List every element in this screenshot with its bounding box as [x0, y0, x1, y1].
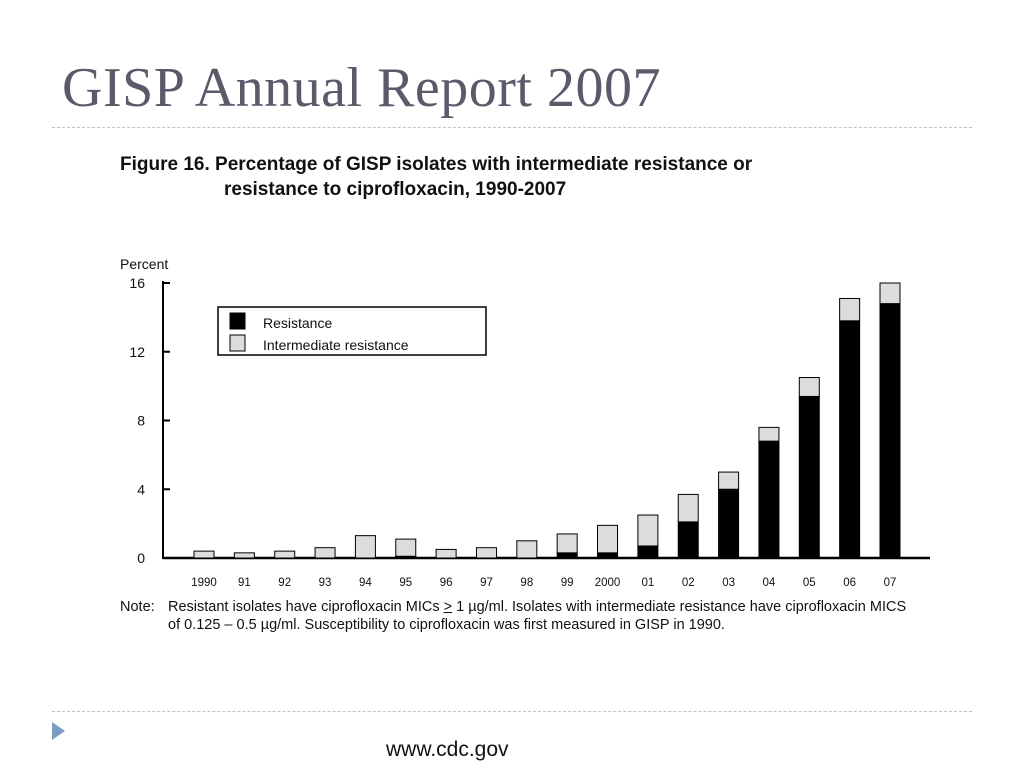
bar-intermediate	[597, 524, 619, 554]
bar-resistance	[798, 395, 820, 559]
legend-label-resistance: Resistance	[263, 315, 332, 331]
bar-intermediate	[879, 282, 901, 305]
x-tick-label: 03	[722, 577, 735, 589]
bar-intermediate	[556, 533, 578, 554]
bar-intermediate	[314, 547, 336, 559]
x-tick-label: 93	[319, 577, 332, 589]
x-tick-label: 99	[561, 577, 574, 589]
footer-divider	[52, 711, 972, 712]
legend-label-intermediate: Intermediate resistance	[263, 337, 409, 353]
bar-intermediate	[718, 471, 740, 490]
x-tick-label: 94	[359, 577, 372, 589]
bar-intermediate	[274, 550, 296, 559]
bar-resistance	[677, 521, 699, 559]
bar-intermediate	[475, 547, 497, 559]
x-tick-label: 97	[480, 577, 493, 589]
x-tick-label: 02	[682, 577, 695, 589]
note-text-part2: 1 µg/ml. Isolates with intermediate resi…	[168, 599, 907, 633]
title-divider	[52, 127, 972, 128]
y-tick-label: 8	[137, 413, 145, 429]
y-axis-label: Percent	[120, 256, 169, 272]
bar-intermediate	[395, 538, 417, 557]
triangle-bullet-icon	[52, 722, 65, 740]
bar-intermediate	[758, 426, 780, 442]
bar-intermediate	[516, 540, 538, 559]
x-tick-label: 07	[884, 577, 897, 589]
bar-intermediate	[193, 550, 215, 559]
figure-caption-line2: resistance to ciprofloxacin, 1990-2007	[224, 179, 567, 200]
x-tick-label: 95	[399, 577, 412, 589]
y-tick-label: 16	[129, 275, 145, 291]
bar-intermediate	[677, 493, 699, 523]
bar-resistance	[758, 440, 780, 559]
y-tick-label: 12	[129, 344, 145, 360]
note-body: Resistant isolates have ciprofloxacin MI…	[168, 598, 920, 634]
bar-resistance	[839, 320, 861, 559]
bar-resistance	[718, 488, 740, 559]
legend-swatch-resistance	[229, 312, 246, 330]
x-tick-label: 96	[440, 577, 453, 589]
bar-resistance	[637, 545, 659, 559]
x-tick-label: 92	[278, 577, 291, 589]
bar-resistance	[879, 303, 901, 559]
x-tick-label: 01	[641, 577, 654, 589]
slide-title: GISP Annual Report 2007	[62, 57, 661, 119]
bar-intermediate	[839, 297, 861, 322]
footer-url: www.cdc.gov	[386, 738, 509, 761]
x-tick-label: 2000	[595, 577, 621, 589]
bar-resistance	[556, 552, 578, 559]
x-tick-label: 98	[520, 577, 533, 589]
figure-caption-line1: Figure 16. Percentage of GISP isolates w…	[120, 154, 753, 175]
greater-or-equal-symbol: >	[443, 599, 453, 615]
x-tick-label: 1990	[191, 577, 217, 589]
bar-intermediate	[435, 548, 457, 559]
x-tick-label: 05	[803, 577, 816, 589]
y-tick-label: 0	[137, 550, 145, 566]
figure-caption: Figure 16. Percentage of GISP isolates w…	[120, 152, 752, 202]
figure-note: Note: Resistant isolates have ciprofloxa…	[120, 598, 920, 634]
bar-intermediate	[798, 377, 820, 397]
x-tick-label: 04	[763, 577, 776, 589]
note-label: Note:	[120, 599, 155, 615]
x-tick-label: 91	[238, 577, 251, 589]
note-text-part1: Resistant isolates have ciprofloxacin MI…	[168, 599, 444, 615]
legend-box	[217, 306, 487, 356]
y-tick-label: 4	[137, 481, 145, 497]
bar-intermediate	[637, 514, 659, 547]
bar-intermediate	[354, 535, 376, 559]
bar-intermediate	[233, 552, 255, 559]
bar-resistance	[597, 552, 619, 559]
x-tick-label: 06	[843, 577, 856, 589]
legend-swatch-intermediate	[229, 334, 246, 352]
